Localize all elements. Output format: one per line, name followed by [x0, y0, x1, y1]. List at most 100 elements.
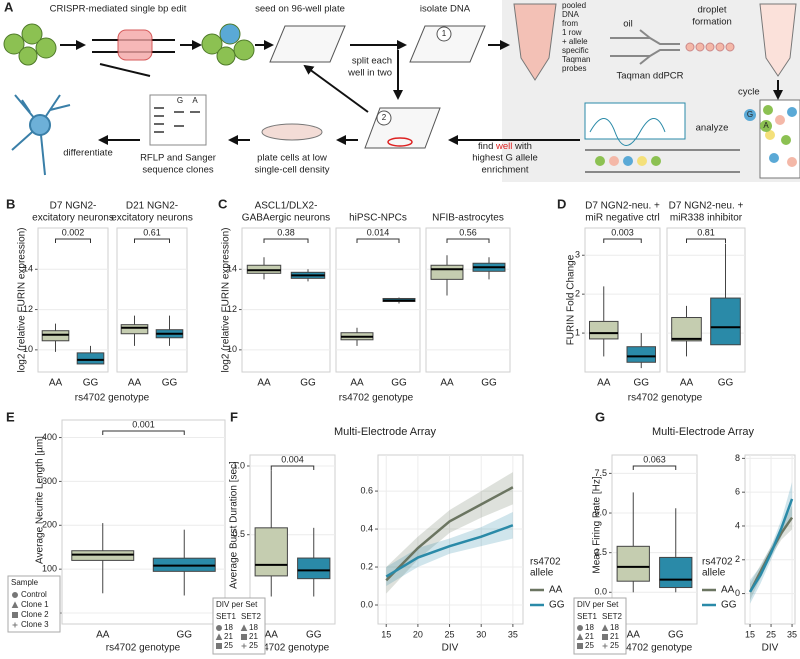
x-tick-label: 30 [476, 629, 486, 639]
x-tick-label: AA [440, 378, 454, 389]
legend-marker [577, 625, 584, 631]
box [120, 324, 149, 335]
y-tick-label: 300 [42, 476, 57, 486]
arrow [303, 64, 369, 113]
significance-bracket [446, 238, 490, 243]
line [385, 524, 514, 578]
legend-label: Control [21, 590, 47, 599]
legend-marker [240, 624, 248, 631]
legend-title: allele [530, 568, 554, 579]
legend-label: 25 [224, 641, 233, 650]
step-label: from [562, 19, 578, 28]
step-label: probes [562, 64, 586, 73]
x-tick-label: GG [176, 630, 192, 641]
x-tick-label: 35 [508, 629, 518, 639]
step-label: droplet [697, 5, 726, 16]
box [626, 346, 656, 363]
p-value: 0.003 [611, 227, 634, 237]
box [297, 557, 331, 580]
plate [269, 25, 486, 149]
p-value: 0.014 [367, 227, 390, 237]
legend-label: GG [721, 600, 737, 611]
significance-bracket [356, 238, 400, 243]
step-label: pooled [562, 1, 586, 10]
legend-label: 21 [224, 632, 233, 641]
legend-column: SET2 [602, 612, 623, 621]
panel-frame [611, 454, 698, 625]
legend-label: 18 [610, 623, 619, 632]
x-axis-label: rs4702 genotype [628, 393, 703, 404]
legend-frame [7, 575, 61, 633]
x-tick-label: GG [300, 378, 316, 389]
facet-title: D21 NGN2- [126, 201, 178, 212]
p-value: 0.002 [62, 227, 85, 237]
significance-bracket [686, 238, 726, 243]
step-label: well [495, 141, 512, 152]
y-tick-label: 2.5 [594, 547, 607, 557]
facet-title: hiPSC-NPCs [349, 213, 407, 224]
facet-title: D7 NGN2-neu. + [669, 201, 744, 212]
step-label: highest G allele [472, 153, 537, 164]
x-tick-label: 35 [787, 629, 797, 639]
step-label: CRISPR-mediated single bp edit [50, 4, 187, 15]
p-value: 0.81 [697, 227, 715, 237]
significance-bracket [603, 238, 642, 243]
y-axis-label: log2 (relative FURIN expression) [221, 227, 232, 372]
panel-frame [61, 419, 226, 625]
x-tick-label: AA [96, 630, 110, 641]
legend-title: rs4702 [530, 557, 561, 568]
x-tick-label: GG [718, 378, 734, 389]
y-tick-label: 1 [575, 327, 580, 337]
line [748, 498, 794, 593]
legend-marker [11, 601, 19, 608]
step-label: find [478, 141, 496, 152]
panel-a: A CRISPR-mediated single bp edit 1 2 see… [3, 0, 800, 182]
step-label: cycle [738, 87, 760, 98]
panel-frame [37, 227, 109, 373]
x-tick-label: GG [306, 630, 322, 641]
y-tick-label: 0 [735, 588, 740, 598]
box [671, 317, 702, 342]
panel-frame [116, 227, 188, 373]
y-tick-label: 4 [735, 520, 740, 530]
x-tick-label: 15 [745, 629, 755, 639]
legend-column: SET2 [241, 612, 262, 621]
legend-marker [241, 634, 247, 640]
y-tick-label: 8 [735, 453, 740, 463]
legend-marker [577, 643, 583, 649]
legend-title: DIV per Set [216, 600, 258, 609]
x-axis-label: rs4702 genotype [75, 393, 150, 404]
legend-marker [216, 625, 223, 631]
legend-marker [602, 634, 608, 640]
legend-title: DIV per Set [577, 600, 619, 609]
y-axis-label: log2 (relative FURIN expression) [17, 227, 28, 372]
edit-graphic [92, 29, 175, 77]
p-value: 0.004 [281, 454, 304, 464]
legend-label: GG [549, 600, 565, 611]
panel-label: B [6, 196, 15, 211]
legend-marker [12, 622, 18, 628]
x-axis-label: DIV [442, 643, 459, 654]
y-tick-label: 0.6 [360, 485, 373, 495]
x-axis-label: rs4702 genotype [618, 643, 693, 654]
x-axis-label: rs4702 genotype [339, 393, 414, 404]
panel-label: G [595, 409, 605, 424]
y-tick-label: 10 [227, 344, 237, 354]
x-tick-label: AA [257, 378, 271, 389]
significance-bracket [134, 238, 170, 243]
x-tick-label: GG [83, 378, 99, 389]
significance-bracket [102, 430, 185, 435]
legend-marker [601, 624, 609, 631]
step-label: split each [352, 56, 392, 67]
dish [261, 123, 323, 141]
step-marker: 1 [442, 29, 447, 38]
p-value: 0.063 [643, 454, 666, 464]
y-tick-label: 6 [735, 487, 740, 497]
facet-title: miR338 inhibitor [670, 213, 743, 224]
y-tick-label: 10 [23, 344, 33, 354]
y-tick-label: 14 [227, 264, 237, 274]
y-tick-label: 5.0 [594, 507, 607, 517]
legend-label: 18 [585, 623, 594, 632]
y-tick-label: 0.0 [594, 587, 607, 597]
